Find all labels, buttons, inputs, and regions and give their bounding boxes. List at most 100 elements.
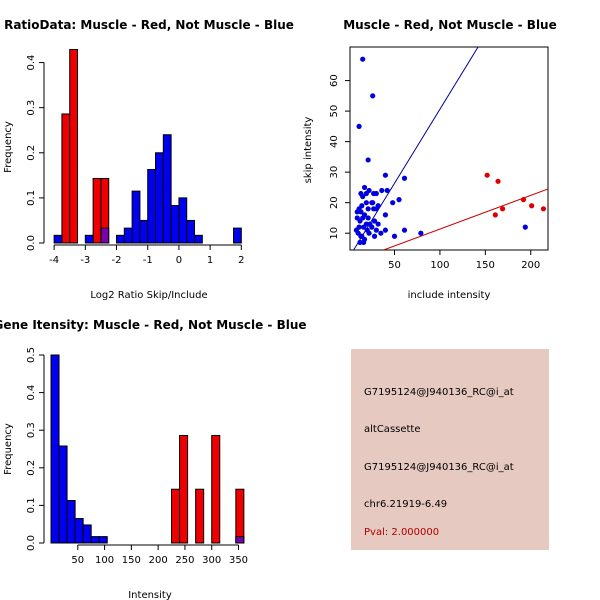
not-muscle-bar-7 (147, 168, 157, 244)
not-muscle-bar-14 (233, 227, 242, 244)
not-muscle-bar-12 (186, 219, 196, 244)
not-muscle-point-10 (360, 193, 366, 200)
muscle-bar-0 (171, 488, 181, 544)
ratio-histogram-ylabel: Frequency (3, 121, 14, 173)
not-muscle-point-26 (396, 197, 402, 203)
muscle-bar-4 (235, 488, 245, 544)
probe-info-panel: G7195124@J940136_RC@i_at altCassette G71… (351, 349, 549, 550)
not-muscle-bar-5 (131, 190, 141, 244)
not-muscle-point-0 (360, 56, 366, 62)
not-muscle-point-24 (382, 212, 389, 218)
muscle-bar-2 (195, 488, 205, 544)
scatter-x-tick-label-3: 200 (521, 260, 540, 271)
not-muscle-bar-10 (170, 205, 180, 244)
scatter-x-tick-label-1: 100 (430, 260, 449, 271)
not-muscle-point-43 (378, 230, 384, 236)
muscle-bar-2 (92, 177, 102, 244)
event-type: altCassette (364, 424, 421, 435)
not-muscle-point-33 (360, 215, 366, 221)
not-muscle-point-13 (371, 190, 377, 197)
x-tick-label-5: 1 (207, 255, 213, 266)
scatter-y-tick-label-2: 30 (329, 166, 340, 179)
y-tick-label-1: 0.1 (26, 497, 37, 513)
x-tick-label-4: 250 (175, 555, 194, 566)
not-muscle-point-4 (382, 172, 389, 178)
not-muscle-bar-13 (194, 234, 203, 244)
not-muscle-point-49 (371, 233, 378, 239)
not-muscle-point-19 (359, 203, 365, 209)
y-tick-label-2: 0.2 (26, 460, 37, 476)
x-tick-label-0: -4 (49, 255, 59, 266)
x-tick-label-0: 50 (71, 555, 84, 566)
scatter-ylabel: skip intensity (303, 117, 314, 184)
not-muscle-point-36 (371, 218, 378, 224)
muscle-point-0 (484, 172, 490, 178)
not-muscle-point-57 (522, 224, 528, 230)
not-muscle-point-56 (359, 233, 365, 239)
muscle-bar-3 (211, 434, 221, 544)
not-muscle-point-2 (356, 123, 362, 129)
scatter-y-tick-label-0: 10 (329, 227, 340, 240)
scatter-y-tick-label-3: 40 (329, 135, 340, 148)
ratio-histogram-title: RatioData: Muscle - Red, Not Muscle - Bl… (4, 18, 294, 32)
x-tick-label-4: 0 (176, 255, 182, 266)
not-muscle-bar-7 (235, 536, 245, 544)
not-muscle-bar-4 (123, 227, 133, 244)
not-muscle-bar-2 (100, 227, 110, 244)
not-muscle-point-37 (375, 221, 381, 227)
not-muscle-point-30 (365, 215, 371, 221)
not-muscle-point-6 (379, 187, 385, 194)
scatter-plot-area (353, 47, 548, 250)
x-tick-label-6: 2 (238, 255, 244, 266)
not-muscle-bar-1 (84, 234, 94, 244)
y-tick-label-2: 0.2 (26, 145, 37, 161)
not-muscle-bar-2 (66, 500, 76, 544)
muscle-point-2 (499, 206, 506, 212)
y-tick-label-3: 0.3 (26, 422, 37, 438)
genomic-location: chr6.21919-6.49 (364, 499, 448, 510)
intensity-histogram-title: Gene Itensity: Muscle - Red, Not Muscle … (0, 318, 307, 332)
not-muscle-bar-9 (162, 134, 172, 244)
scatter-panel: Muscle - Red, Not Muscle - Blue include … (303, 18, 557, 301)
not-muscle-point-55 (361, 239, 367, 245)
not-muscle-fit-line (353, 47, 479, 250)
scatter-y-tick-label-5: 60 (329, 74, 340, 87)
not-muscle-point-39 (361, 224, 367, 230)
not-muscle-bar-0 (53, 234, 63, 244)
not-muscle-bar-11 (178, 197, 188, 244)
not-muscle-bar-3 (116, 234, 125, 244)
intensity-histogram-xlabel: Intensity (128, 590, 172, 600)
not-muscle-point-12 (366, 187, 372, 194)
not-muscle-point-41 (369, 224, 375, 230)
probe-id-repeat: G7195124@J940136_RC@i_at (364, 462, 514, 473)
not-muscle-bar-4 (82, 524, 92, 544)
not-muscle-point-16 (363, 200, 369, 206)
not-muscle-bar-6 (139, 219, 149, 244)
not-muscle-bar-6 (98, 536, 108, 544)
muscle-point-1 (495, 178, 501, 184)
x-tick-label-5: 300 (202, 555, 221, 566)
scatter-xlabel: include intensity (408, 290, 491, 301)
muscle-point-3 (492, 212, 498, 218)
muscle-bar-1 (179, 434, 189, 544)
intensity-histogram-ylabel: Frequency (3, 423, 14, 475)
not-muscle-point-8 (401, 175, 408, 181)
y-tick-label-1: 0.1 (26, 190, 37, 206)
not-muscle-bar-3 (74, 518, 84, 544)
not-muscle-point-52 (401, 227, 408, 233)
muscle-bar-1 (69, 48, 79, 244)
muscle-point-6 (540, 206, 547, 212)
not-muscle-point-27 (354, 209, 360, 215)
intensity-histogram-panel: Gene Itensity: Muscle - Red, Not Muscle … (0, 318, 307, 600)
not-muscle-point-28 (358, 209, 364, 215)
not-muscle-point-1 (370, 93, 376, 99)
y-tick-label-0: 0.0 (26, 535, 37, 551)
not-muscle-bar-5 (90, 536, 100, 544)
y-tick-label-4: 0.4 (26, 385, 37, 401)
pval-text: Pval: 2.000000 (364, 527, 440, 538)
scatter-x-tick-label-0: 50 (388, 260, 401, 271)
not-muscle-point-14 (361, 184, 368, 191)
x-tick-label-1: -3 (80, 255, 90, 266)
y-tick-label-4: 0.4 (26, 55, 37, 71)
